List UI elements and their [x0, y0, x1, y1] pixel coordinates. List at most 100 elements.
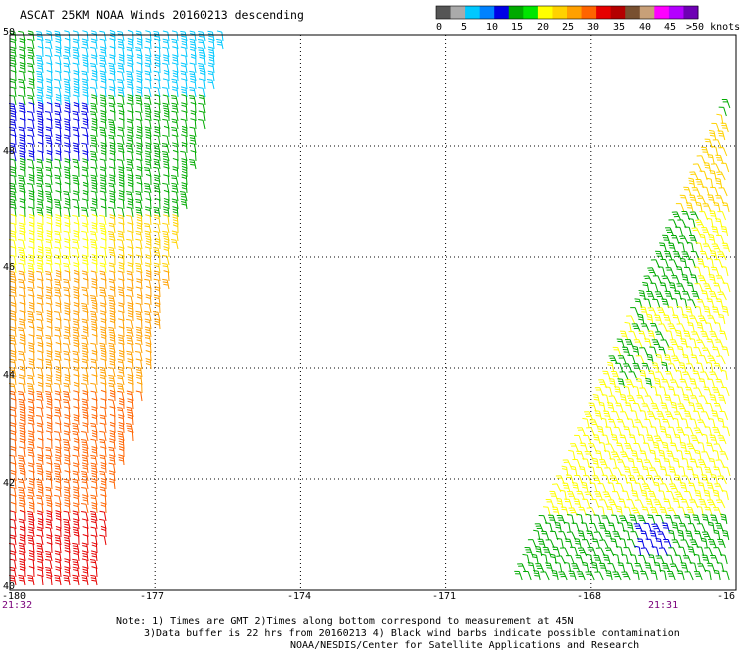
wind-barb — [523, 571, 531, 580]
wind-barb — [643, 443, 651, 452]
wind-barb — [591, 499, 599, 508]
wind-barb — [689, 379, 696, 388]
wind-barb — [699, 356, 707, 364]
wind-barb — [722, 347, 729, 356]
wind-barb — [533, 530, 540, 540]
scale-label: 45 — [664, 22, 676, 33]
wind-barb — [612, 572, 621, 580]
wind-barb — [640, 451, 647, 460]
wind-barb — [696, 363, 703, 372]
note-line-1: Note: 1) Times are GMT 2)Times along bot… — [116, 616, 574, 627]
wind-barb — [594, 572, 603, 580]
wind-barb — [695, 220, 704, 228]
wind-barb — [620, 452, 629, 460]
wind-barb — [717, 252, 726, 260]
scale-swatch — [669, 6, 684, 19]
wind-barb — [624, 467, 631, 476]
wind-barb — [640, 531, 647, 540]
wind-barb — [72, 575, 79, 585]
wind-barb — [653, 500, 662, 508]
wind-barb — [646, 499, 653, 508]
wind-barb — [632, 468, 640, 476]
lon-label-165: -16 — [717, 591, 735, 602]
wind-barb — [720, 452, 728, 460]
wind-barb — [718, 148, 726, 156]
wind-barb — [640, 571, 648, 580]
wind-barb — [109, 479, 115, 489]
wind-barb — [670, 443, 678, 452]
wind-barb — [565, 539, 572, 548]
wind-barb — [694, 572, 702, 580]
wind-barb — [636, 396, 644, 404]
wind-barb — [664, 251, 672, 260]
wind-barb — [649, 468, 658, 476]
wind-barb — [608, 523, 615, 532]
scale-swatch — [654, 6, 669, 19]
wind-barb — [647, 515, 655, 524]
wind-barb — [585, 492, 594, 500]
wind-barb — [592, 539, 599, 548]
wind-barb — [562, 466, 568, 476]
wind-barb — [684, 227, 691, 236]
wind-barb — [621, 572, 630, 580]
wind-barb — [718, 395, 726, 404]
scale-label: 0 — [436, 22, 442, 33]
wind-barb — [666, 268, 674, 276]
wind-barb — [181, 199, 187, 209]
wind-barb — [694, 428, 703, 436]
wind-barb — [599, 540, 608, 548]
wind-barb — [666, 555, 673, 564]
wind-barb — [604, 468, 613, 476]
wind-barb — [684, 492, 692, 500]
wind-barb — [708, 540, 716, 548]
wind-barb — [596, 467, 604, 476]
wind-barb — [673, 252, 681, 260]
wind-barb — [625, 322, 632, 332]
wind-barb — [626, 500, 634, 508]
wind-speed-color-scale — [436, 6, 699, 19]
wind-barb — [623, 364, 632, 372]
wind-barb — [713, 508, 721, 516]
lon-label-177: -177 — [140, 591, 164, 602]
scale-label: >50 knots — [686, 22, 740, 33]
wind-barb — [27, 575, 34, 585]
scale-label: 30 — [587, 22, 599, 33]
wind-barb — [128, 431, 133, 441]
wind-barb — [607, 362, 614, 372]
scale-swatch — [611, 6, 626, 19]
wind-barb — [646, 475, 654, 484]
scale-swatch — [640, 6, 655, 19]
wind-barb — [665, 228, 674, 236]
wind-barb — [672, 212, 681, 220]
wind-barb — [722, 203, 729, 212]
wind-barb — [693, 388, 702, 396]
wind-barb — [650, 508, 658, 516]
lat-label-50: 50 — [3, 27, 15, 38]
scale-swatch — [552, 6, 567, 19]
wind-barb — [668, 243, 675, 252]
wind-barb — [617, 339, 625, 348]
wind-barb — [690, 419, 697, 428]
wind-barb — [668, 364, 677, 372]
wind-barb — [620, 331, 628, 340]
wind-barb — [627, 355, 635, 364]
wind-barb — [618, 356, 626, 364]
wind-barb — [672, 315, 680, 324]
wind-barb — [667, 572, 675, 580]
wind-barb — [723, 283, 730, 292]
wind-barb — [37, 575, 43, 585]
wind-barb — [665, 372, 673, 380]
wind-barb — [721, 387, 729, 396]
wind-barb — [717, 539, 725, 548]
wind-barb — [171, 240, 178, 249]
wind-barb — [630, 555, 637, 564]
wind-barb — [716, 356, 725, 364]
wind-barb — [630, 308, 638, 316]
wind-barb — [710, 395, 717, 404]
wind-barb — [709, 332, 717, 340]
wind-barb — [678, 547, 686, 556]
wind-barb — [594, 492, 602, 500]
wind-barb — [690, 275, 697, 284]
scale-swatch — [596, 6, 611, 19]
wind-barb — [189, 159, 196, 169]
